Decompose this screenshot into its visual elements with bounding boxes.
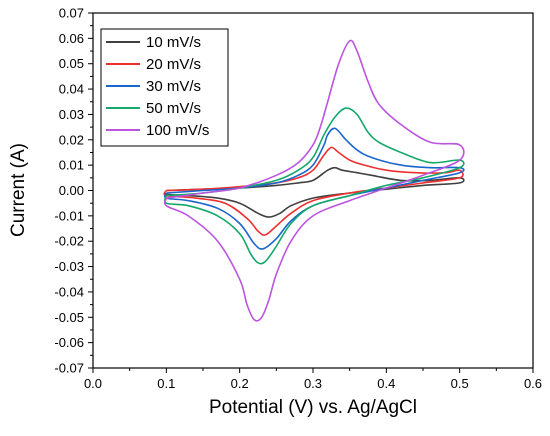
series-line-0 [163,166,465,218]
series-group [163,39,465,322]
y-tick-label: -0.07 [54,361,84,376]
y-axis-label: Current (A) [8,143,29,237]
legend: 10 mV/s 20 mV/s 30 mV/s 50 mV/s 100 mV/s [100,28,229,147]
x-tick-label: 0.2 [231,376,249,391]
x-axis-ticks: 0.0 0.1 0.2 0.3 0.4 0.5 0.6 [84,368,542,391]
series-line-4 [163,39,465,322]
y-tick-label: 0.04 [59,82,84,97]
y-tick-label: 0.02 [59,132,84,147]
y-tick-label: 0.07 [59,6,84,21]
y-tick-label: -0.01 [54,208,84,223]
legend-label: 50 mV/s [146,100,201,117]
y-tick-label: -0.03 [54,259,84,274]
y-axis-ticks: -0.07 -0.06 -0.05 -0.04 -0.03 -0.02 -0.01 0.00 0… [54,6,93,376]
series-line-3 [163,107,465,265]
y-tick-label: 0.00 [59,183,84,198]
y-tick-label: -0.06 [54,335,84,350]
x-tick-label: 0.4 [377,376,395,391]
x-tick-label: 0.1 [157,376,175,391]
legend-label: 20 mV/s [146,56,201,73]
x-tick-label: 0.5 [451,376,469,391]
y-tick-label: -0.02 [54,234,84,249]
x-tick-label: 0.0 [84,376,102,391]
x-tick-label: 0.6 [524,376,542,391]
x-tick-label: 0.3 [304,376,322,391]
y-tick-label: 0.05 [59,56,84,71]
y-tick-label: 0.03 [59,107,84,122]
y-tick-label: 0.06 [59,31,84,46]
legend-label: 100 mV/s [146,122,209,139]
y-tick-label: -0.04 [54,284,84,299]
y-tick-label: 0.01 [59,158,84,173]
y-tick-label: -0.05 [54,310,84,325]
x-axis-label: Potential (V) vs. Ag/AgCl [209,397,417,418]
legend-box [100,28,229,147]
legend-label: 10 mV/s [146,34,201,51]
series-line-1 [163,146,464,236]
legend-label: 30 mV/s [146,78,201,95]
